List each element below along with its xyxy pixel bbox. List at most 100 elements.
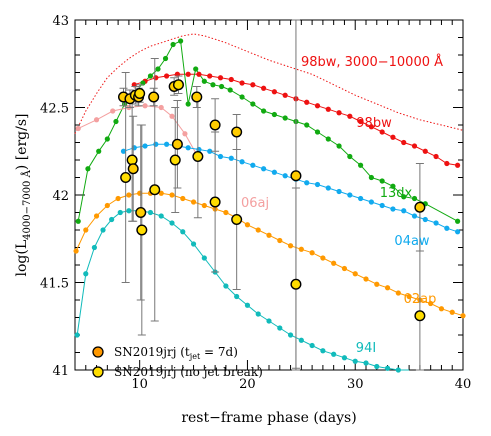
point-dx13 [104,136,110,142]
x-tick-label: 30 [347,377,364,392]
point-aw04 [422,216,428,223]
sn2019jrj-point [290,170,302,182]
point-i94 [147,209,154,216]
point-aw04 [336,188,342,195]
label-04aw: 04aw [394,234,430,249]
label-94I: 94I [356,341,376,356]
point-bw98 [153,75,159,81]
sn2019jrj-point [169,154,181,166]
point-dx13 [390,183,396,189]
point-dx13 [336,143,342,149]
point-bw98 [390,134,396,140]
point-aw04 [433,220,439,226]
x-tick-label: 40 [455,377,472,392]
point-ap02 [93,213,100,219]
point-aw04 [304,180,310,186]
point-aw04 [261,166,267,172]
point-bw98 [314,103,321,109]
point-ap02 [244,222,251,228]
point-dx13 [261,108,267,114]
point-aj06 [75,125,81,132]
legend-marker-1 [92,346,104,358]
point-aw04 [207,148,213,154]
sn2019jrj-point [136,224,148,236]
point-ap02 [320,255,326,261]
point-aw04 [250,162,256,168]
point-dx13 [193,66,199,72]
point-aj06 [142,103,148,109]
point-ap02 [460,313,466,319]
point-i94 [395,367,401,373]
point-bw98 [185,71,191,77]
point-i94 [109,216,115,223]
point-i94 [100,227,106,233]
point-ap02 [266,232,272,238]
point-ap02 [331,260,337,266]
sn2019jrj-point [120,171,132,183]
svg-text:log(L4000−7000 Å) [erg/s]: log(L4000−7000 Å) [erg/s] [14,113,33,276]
point-i94 [384,365,391,371]
y-tick-label: 43 [52,14,69,29]
y-axis-title: log(L4000−7000 Å) [erg/s] [14,113,33,276]
point-dx13 [201,78,207,84]
sn2019jrj-point [171,138,183,150]
point-bw98 [271,89,277,95]
point-dx13 [162,55,169,62]
point-bw98 [207,73,213,79]
point-aw04 [271,169,277,175]
point-ap02 [352,271,358,277]
point-bw98 [325,106,331,112]
point-dx13 [239,94,245,100]
point-ap02 [341,265,348,272]
legend-entry-1: SN2019jrj (tjet = 7d) [114,345,238,361]
sn2019jrj-point [149,184,161,196]
label-06aj: 06aj [241,196,269,211]
point-bw98 [239,80,245,86]
point-dx13 [170,41,176,48]
point-i94 [74,332,80,338]
point-bw98 [304,99,310,105]
point-ap02 [395,290,401,296]
point-aw04 [164,141,170,147]
point-dx13 [282,115,288,121]
point-ap02 [255,227,261,233]
x-tick-label: 20 [239,377,256,392]
legend: SN2019jrj (tjet = 7d) SN2019jrj (no jet … [92,345,263,379]
point-ap02 [83,227,89,233]
point-i94 [234,293,240,300]
point-i94 [201,255,207,261]
point-ap02 [384,285,391,291]
point-aw04 [239,159,245,165]
sn2019jrj-point [135,206,147,218]
point-i94 [190,241,197,247]
point-i94 [277,325,283,331]
point-aj06 [93,117,100,123]
point-ap02 [201,202,207,209]
point-aw04 [153,141,159,147]
point-ap02 [374,281,380,287]
axis-ticks: 10 20 30 40 41 41.5 42 42.5 43 [40,14,471,392]
point-aw04 [217,153,224,160]
sn2019jrj-point [414,201,426,213]
point-i94 [158,213,164,219]
point-bw98 [401,139,407,146]
label-98bw-bol: 98bw, 3000−10000 Å [301,54,443,70]
y-axis-title-main: log(L [14,240,30,277]
point-ap02 [363,276,369,282]
point-dx13 [368,174,374,181]
point-aw04 [390,206,396,212]
point-i94 [320,348,326,354]
point-i94 [287,332,294,338]
point-ap02 [298,246,304,252]
point-i94 [255,311,261,317]
point-bw98 [455,162,461,168]
point-aw04 [455,229,461,235]
point-dx13 [96,148,102,154]
point-aw04 [314,181,321,188]
point-dx13 [411,195,418,202]
point-ap02 [309,250,315,256]
sn2019jrj-point [134,87,146,99]
point-dx13 [75,218,81,224]
sn2019jrj-point [231,126,243,138]
point-aw04 [358,195,364,202]
